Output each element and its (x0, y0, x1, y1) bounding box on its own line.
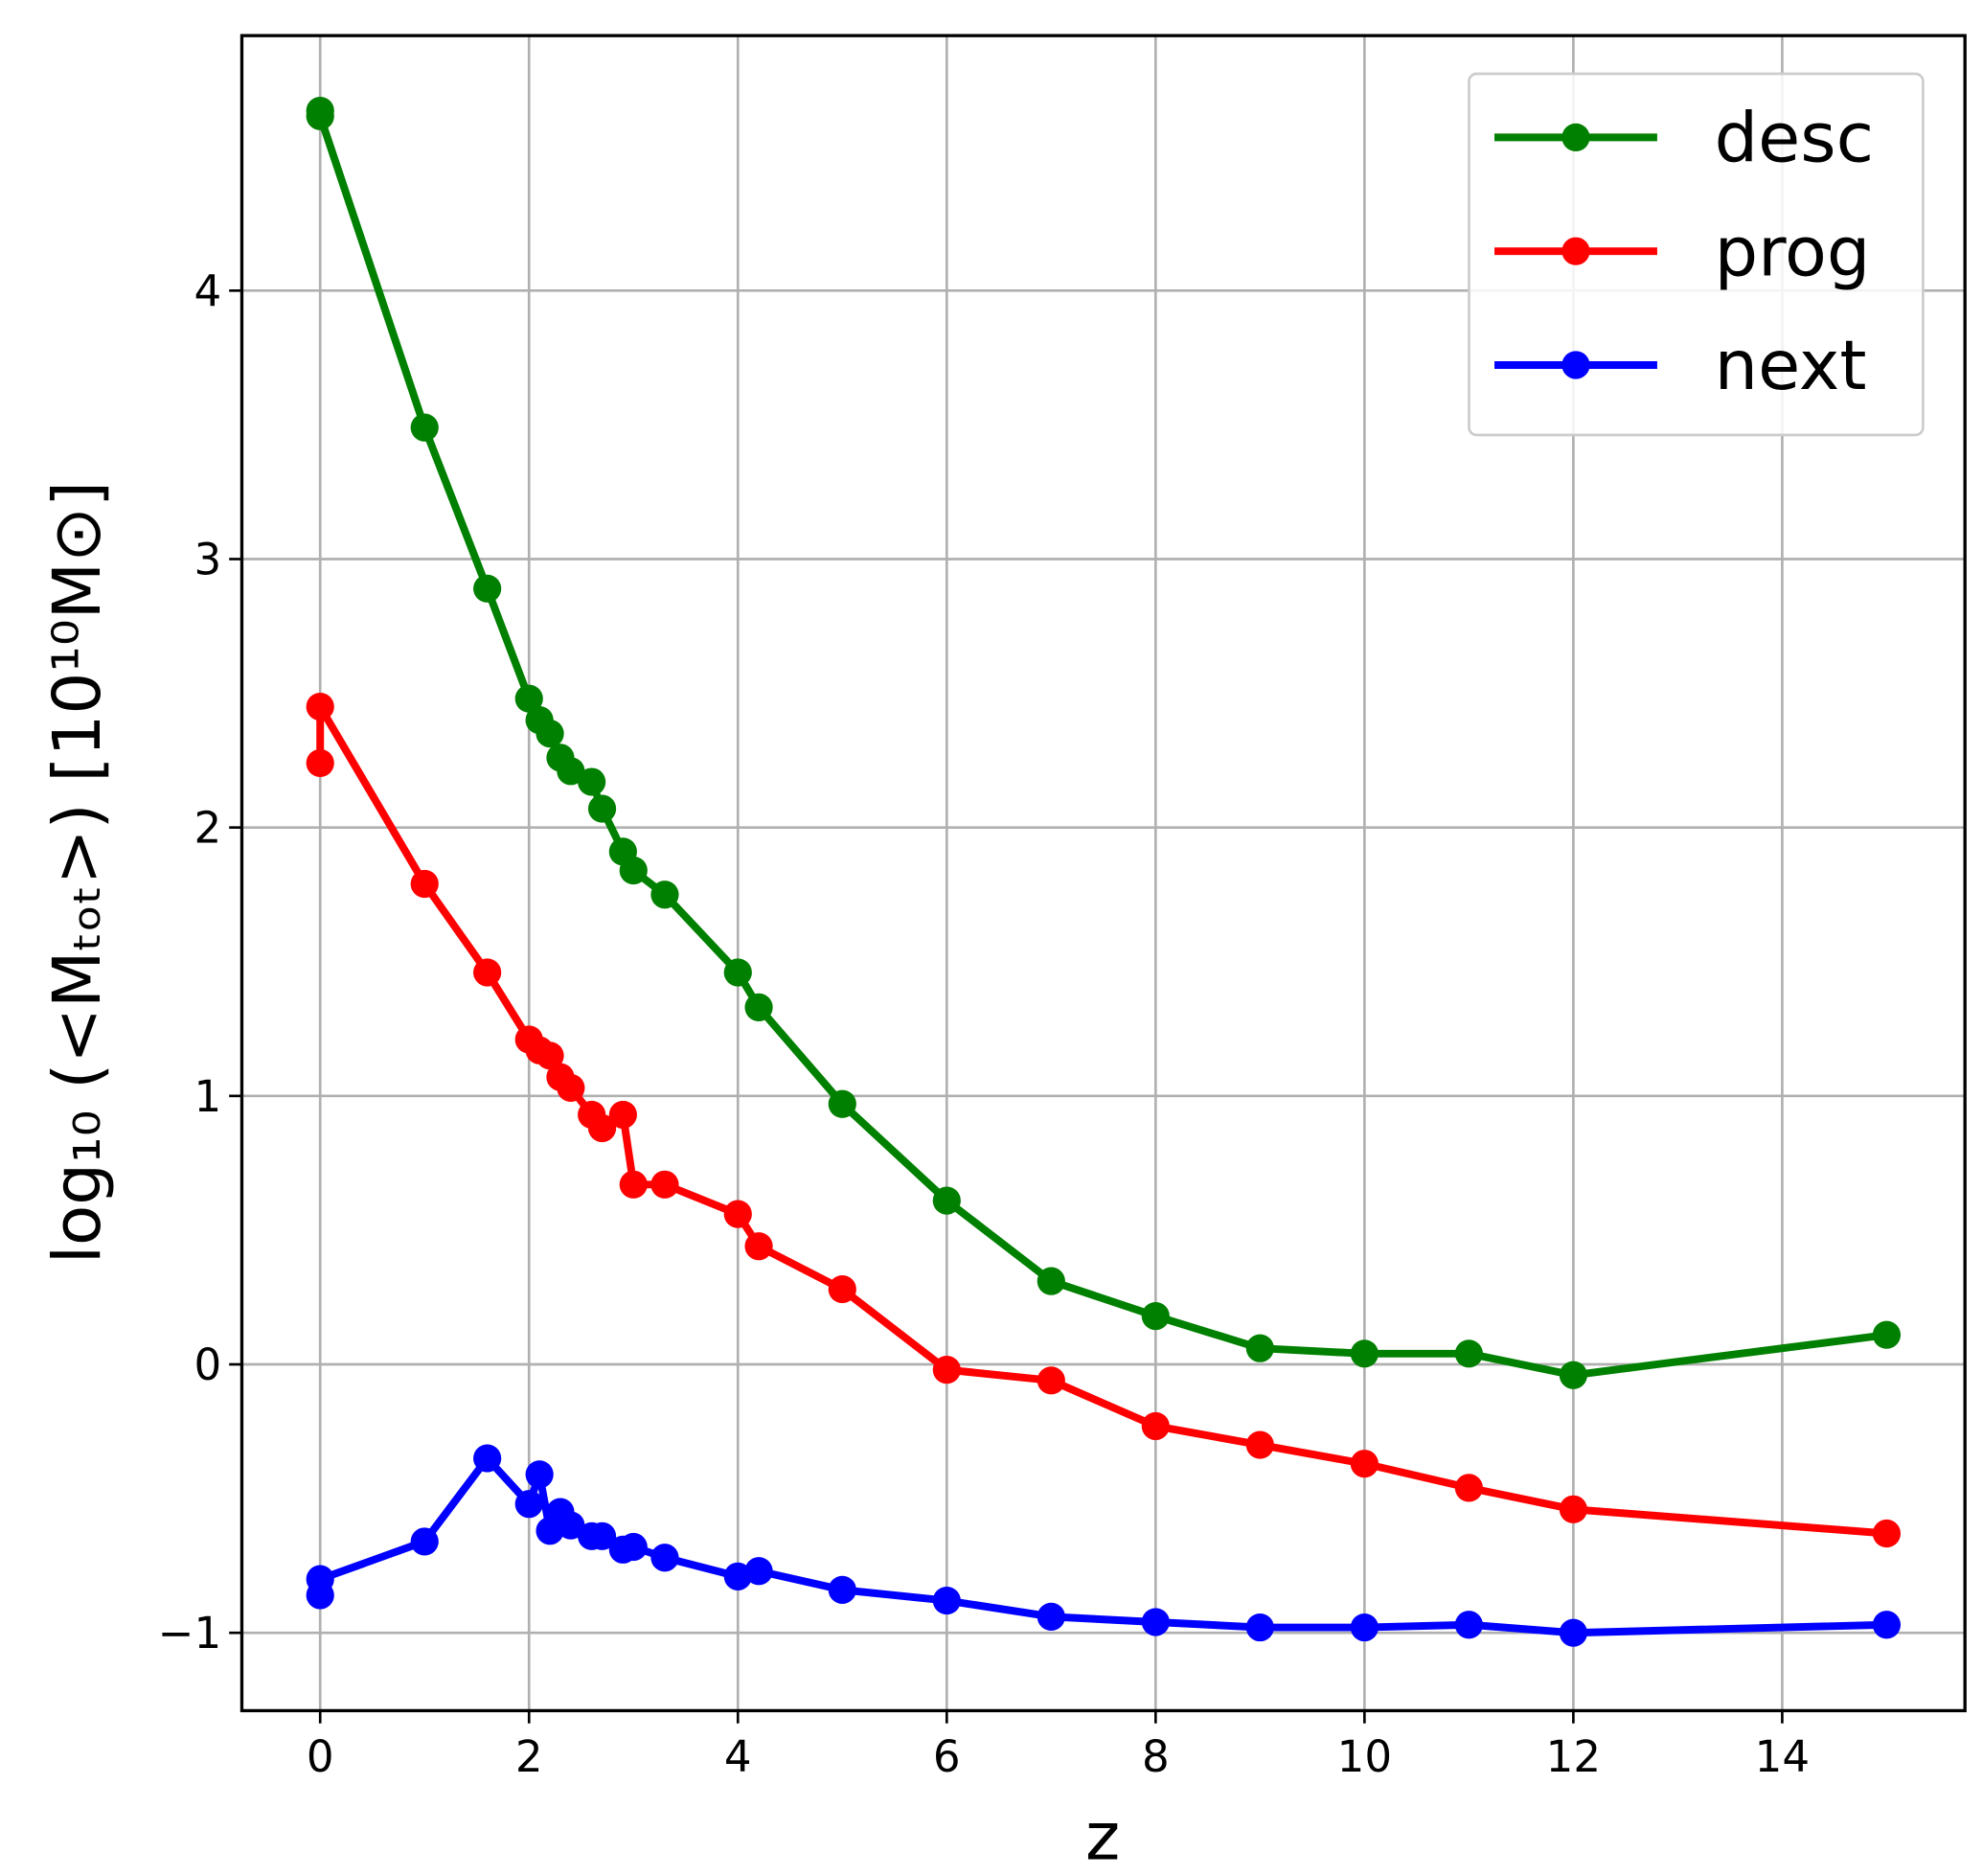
legend-marker (1561, 351, 1590, 379)
data-point (1141, 1301, 1170, 1331)
data-point (608, 1100, 637, 1130)
series-line (316, 702, 1887, 1538)
data-point (723, 958, 752, 987)
data-point (1245, 1613, 1274, 1642)
data-point (828, 1575, 856, 1604)
x-tick-label: 14 (1755, 1731, 1810, 1782)
data-point (932, 1586, 961, 1615)
y-tick-label: 2 (194, 803, 222, 854)
data-point (1559, 1361, 1587, 1389)
data-point (536, 1041, 564, 1070)
data-point (514, 1490, 543, 1519)
x-tick-label: 2 (515, 1731, 543, 1782)
data-point (557, 1511, 585, 1540)
data-point (587, 1113, 617, 1143)
data-point (514, 684, 543, 713)
data-point (1350, 1613, 1379, 1642)
x-tick-label: 10 (1337, 1731, 1392, 1782)
data-point (932, 1186, 961, 1215)
y-axis-label: log₁₀ (<Mₜₒₜ>) [10¹⁰M⊙] (39, 481, 116, 1264)
data-point (619, 1532, 648, 1562)
data-point (306, 1565, 334, 1593)
x-tick-label: 6 (933, 1731, 961, 1782)
legend: desc prog next (1468, 72, 1925, 437)
data-point (650, 881, 679, 909)
data-point (306, 692, 334, 721)
data-point (1037, 1267, 1065, 1295)
series-line (316, 1454, 1887, 1637)
data-point (1350, 1339, 1379, 1368)
data-point (557, 757, 585, 786)
data-point (473, 1444, 502, 1473)
data-point (744, 1557, 773, 1586)
data-point (578, 767, 606, 796)
data-point (306, 102, 334, 130)
x-tick-label: 8 (1142, 1731, 1170, 1782)
data-point (1559, 1495, 1587, 1523)
data-point (525, 1460, 554, 1489)
x-axis-label: z (1085, 1799, 1120, 1876)
legend-marker (1561, 123, 1590, 151)
legend-label: desc (1715, 98, 1874, 178)
data-point (1454, 1474, 1483, 1502)
legend-marker (1561, 237, 1590, 265)
data-point (932, 1356, 961, 1384)
data-point (650, 1170, 679, 1199)
data-point (587, 1521, 617, 1550)
legend-label: next (1715, 325, 1867, 405)
data-point (473, 574, 502, 603)
data-point (1872, 1519, 1902, 1548)
data-point (1245, 1430, 1274, 1459)
x-tick-label: 12 (1546, 1731, 1601, 1782)
data-point (410, 1527, 439, 1556)
data-point (1872, 1611, 1902, 1639)
data-point (1454, 1339, 1483, 1368)
data-point (828, 1089, 856, 1118)
y-tick-label: 1 (194, 1071, 222, 1122)
y-tick-label: 4 (194, 265, 222, 316)
data-point (723, 1200, 752, 1228)
data-point (619, 1170, 648, 1199)
data-point (1141, 1608, 1170, 1636)
data-point (744, 1232, 773, 1261)
data-point (587, 794, 617, 823)
data-point (410, 869, 439, 899)
data-point (650, 1544, 679, 1572)
data-point (410, 413, 439, 442)
y-tick-label: 0 (194, 1339, 222, 1390)
data-point (619, 856, 648, 885)
legend-label: prog (1715, 211, 1871, 291)
y-tick-label: 3 (194, 534, 222, 584)
data-point (1037, 1602, 1065, 1631)
data-point (306, 748, 334, 778)
data-point (1350, 1450, 1379, 1478)
data-point (828, 1274, 856, 1304)
data-point (1141, 1411, 1170, 1441)
y-tick-label: −1 (158, 1608, 222, 1659)
data-point (473, 958, 502, 987)
data-point (1037, 1366, 1065, 1395)
plot-frame (239, 34, 1967, 1713)
x-tick-label: 4 (724, 1731, 752, 1782)
data-point (557, 1073, 585, 1103)
data-point (1559, 1618, 1587, 1647)
data-point (744, 993, 773, 1021)
data-point (1245, 1334, 1274, 1362)
data-point (1872, 1320, 1902, 1349)
data-point (536, 720, 564, 748)
data-point (1454, 1611, 1483, 1639)
legend-box (1468, 72, 1925, 437)
x-tick-label: 0 (307, 1731, 334, 1782)
